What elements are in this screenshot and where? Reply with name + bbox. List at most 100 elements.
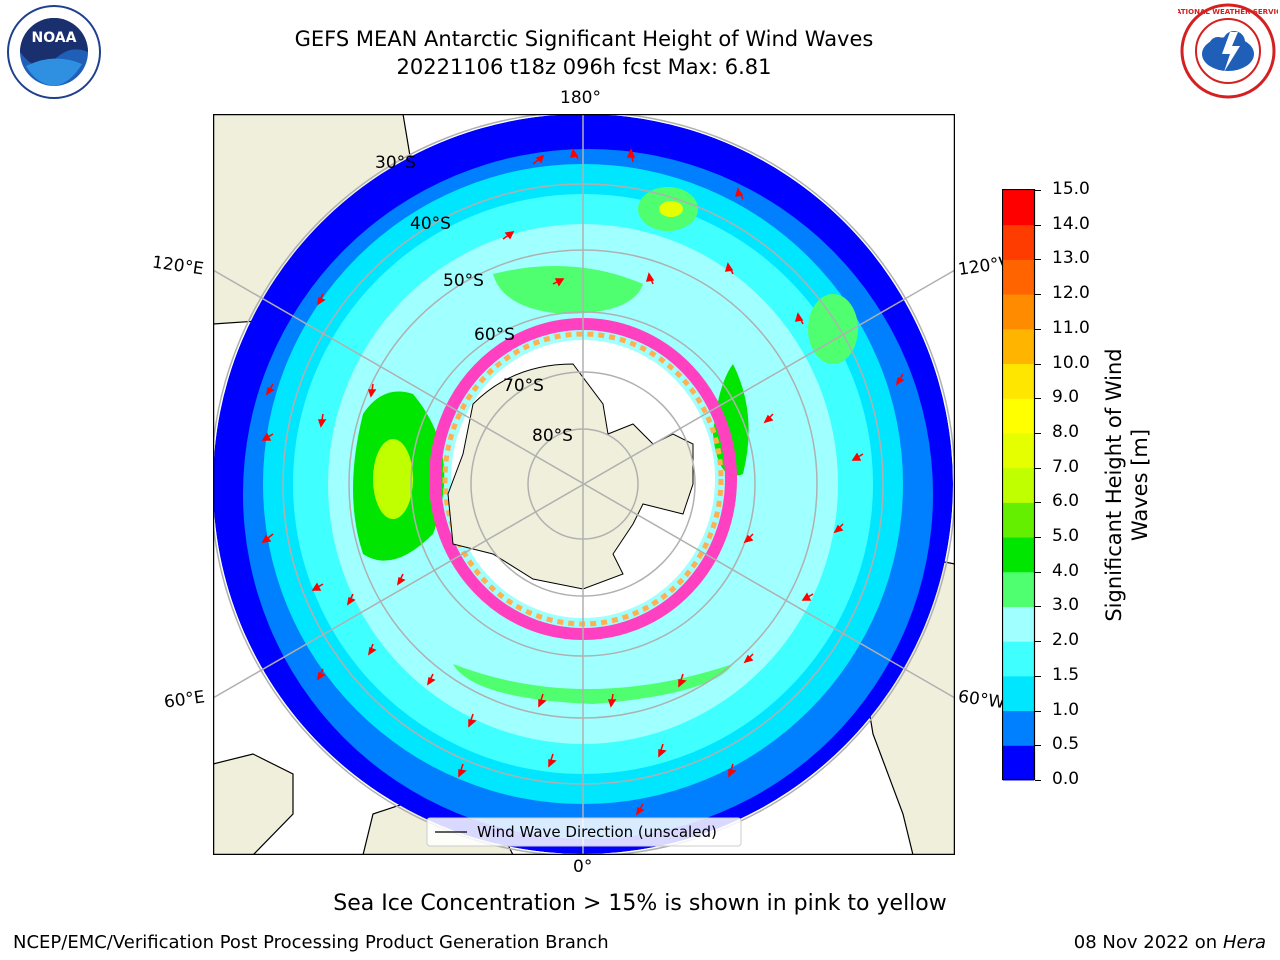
wave-arrow [851,452,864,461]
wave-arrow [658,743,667,758]
lon-label-180: 180° [560,88,601,108]
colorbar-tick-label: 6.0 [1052,491,1080,512]
colorbar-tick-mark [1035,467,1041,469]
lat-label-40s: 40°S [410,214,451,234]
colorbar-tick-label: 1.0 [1052,699,1080,720]
wave-arrow [426,673,436,686]
lat-label-60s: 60°S [474,325,515,345]
wave-arrow [261,432,274,441]
map-legend: Wind Wave Direction (unscaled) [426,817,742,847]
wave-arrow [458,763,467,778]
lat-label-80s: 80°S [532,426,573,446]
colorbar-swatch [1003,641,1034,677]
colorbar-swatch [1003,398,1034,434]
colorbar-swatch [1003,571,1034,607]
colorbar-swatch [1003,710,1034,746]
wave-arrow [569,148,579,160]
wave-max [373,439,413,519]
lat-label-70s: 70°S [503,376,544,396]
noaa-logo: NOAA [7,5,101,99]
colorbar-swatch [1003,190,1034,226]
footer-credit: NCEP/EMC/Verification Post Processing Pr… [13,932,609,953]
nws-logo: NATIONAL WEATHER SERVICE [1178,3,1278,99]
footer-date: 08 Nov 2022 on Hera [1074,932,1266,953]
wave-arrow [538,693,547,708]
lon-label-0: 0° [573,857,593,877]
wave-arrow [794,312,804,325]
chart-title: GEFS MEAN Antarctic Significant Height o… [294,27,874,51]
colorbar-tick-mark [1035,294,1041,296]
wave-arrow [552,278,565,287]
colorbar-tick-label: 11.0 [1052,317,1090,338]
colorbar-tick-label: 0.0 [1052,769,1080,789]
colorbar-tick-label: 5.0 [1052,526,1080,547]
colorbar-label-line2: Waves [m] [1128,428,1152,542]
colorbar-swatch [1003,363,1034,399]
wave-arrow [265,383,275,396]
colorbar-tick-mark [1035,710,1041,712]
colorbar-tick-mark [1035,259,1041,261]
colorbar-tick-mark [1035,537,1041,539]
wave-arrow [728,763,737,778]
colorbar-tick-mark [1035,780,1041,781]
land-africa [213,753,294,855]
noaa-logo-text: NOAA [32,30,77,46]
wave-arrow [743,653,754,664]
wave-arrows [261,148,905,816]
wave-arrow [801,592,814,601]
colorbar-tick-label: 4.0 [1052,560,1080,581]
colorbar-tick-mark [1035,675,1041,677]
colorbar-tick-label: 14.0 [1052,213,1090,234]
wave-high-ne-core [659,201,683,217]
wave-arrow [502,231,515,240]
wave-arrow [734,187,744,200]
colorbar-tick-mark [1035,224,1041,226]
colorbar-swatch [1003,502,1034,538]
colorbar-swatch [1003,606,1034,642]
lon-label-60w: 60°W [956,686,1007,714]
colorbar-tick-label: 9.0 [1052,387,1080,408]
sea-ice-caption: Sea Ice Concentration > 15% is shown in … [333,891,947,916]
wave-arrow [468,713,477,728]
colorbar [1002,189,1036,781]
colorbar-tick-mark [1035,398,1041,400]
colorbar-tick-mark [1035,190,1041,191]
colorbar-tick-mark [1035,502,1041,504]
graticule [213,114,955,855]
wave-arrow [532,154,545,165]
wave-arrow [763,413,774,424]
wave-high-far-east [808,294,858,364]
wave-arrow [895,373,905,386]
wave-arrow [316,293,326,306]
colorbar-swatch [1003,259,1034,295]
wave-arrow [367,643,377,656]
footer-host: Hera [1222,932,1266,953]
polar-map: Wind Wave Direction (unscaled) 30°S 40°S… [213,114,955,855]
colorbar-tick-label: 7.0 [1052,456,1080,477]
wave-arrow [316,668,326,681]
colorbar-tick-label: 3.0 [1052,595,1080,616]
wave-high-south [453,664,733,704]
colorbar-swatch [1003,537,1034,573]
colorbar-tick-mark [1035,432,1041,434]
colorbar-swatch [1003,294,1034,330]
nws-logo-text: NATIONAL WEATHER SERVICE [1178,8,1278,16]
footer-date-text: 08 Nov 2022 on [1073,932,1218,953]
colorbar-label-line1: Significant Height of Wind [1102,348,1126,622]
colorbar-tick-mark [1035,328,1041,330]
wave-arrow [346,593,356,606]
colorbar-tick-label: 12.0 [1052,283,1090,304]
colorbar-tick-label: 15.0 [1052,179,1090,199]
colorbar-tick-mark [1035,363,1041,365]
lon-label-120e: 120°E [150,252,205,280]
colorbar-tick-label: 13.0 [1052,248,1090,269]
land-south-america [833,114,955,284]
colorbar-tick-label: 2.0 [1052,630,1080,651]
wave-arrow [548,753,557,768]
colorbar-swatch [1003,224,1034,260]
colorbar-swatch [1003,467,1034,503]
colorbar-label: Significant Height of Wind Waves [m] [1101,305,1153,665]
legend-label: Wind Wave Direction (unscaled) [477,823,717,841]
wave-arrow [607,693,617,708]
colorbar-tick-label: 0.5 [1052,734,1080,755]
